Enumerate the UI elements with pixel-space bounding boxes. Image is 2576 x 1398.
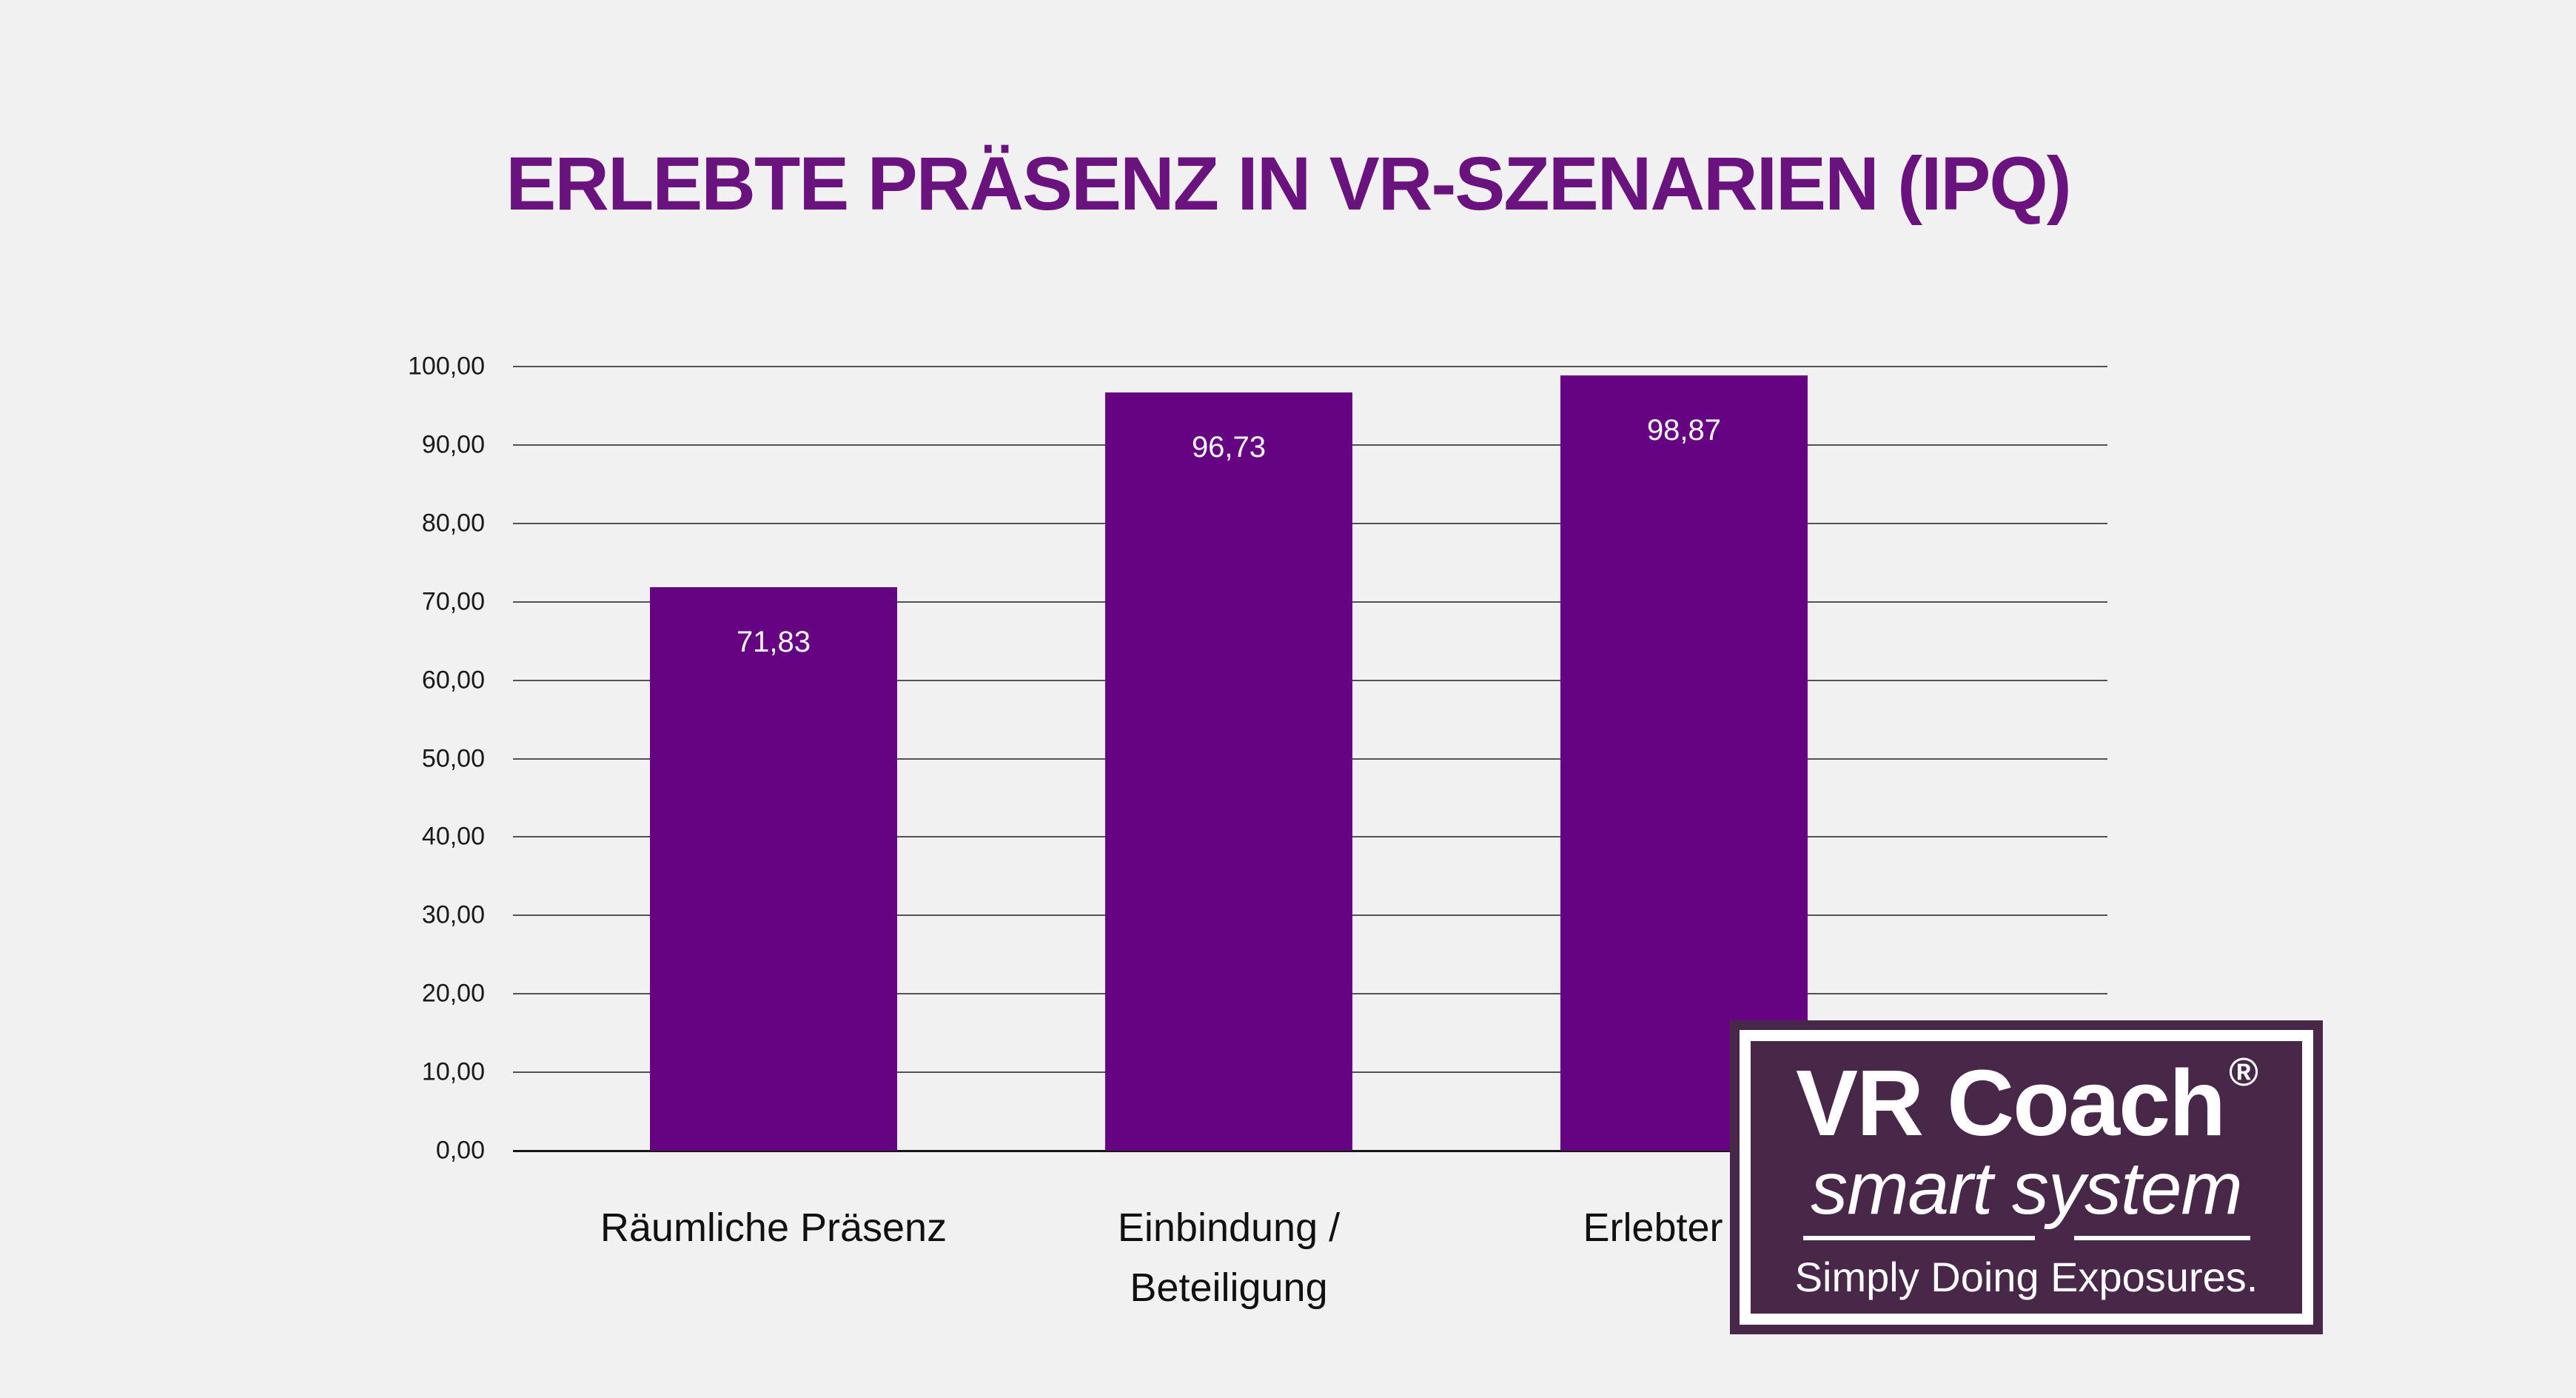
- y-axis-tick-label-10: 10,00: [421, 1057, 485, 1086]
- chart-title: ERLEBTE PRÄSENZ IN VR-SZENARIEN (IPQ): [506, 141, 2071, 226]
- logo-divider-gap: [2035, 1236, 2074, 1240]
- y-axis-tick-label-30: 30,00: [421, 900, 485, 929]
- registered-trademark-symbol: ®: [2229, 1050, 2258, 1094]
- y-axis-tick-label-20: 20,00: [421, 979, 485, 1008]
- logo-white-frame: VR Coach ® smart system Simply Doing Expo…: [1740, 1030, 2313, 1325]
- chart-bar-1: 71,83: [650, 587, 897, 1151]
- x-axis-label-2: Einbindung / Beteiligung: [1117, 1205, 1341, 1310]
- logo-brand-text: VR Coach: [1796, 1051, 2226, 1155]
- logo-divider-right-segment: [2073, 1236, 2250, 1240]
- vr-coach-logo: VR Coach ® smart system Simply Doing Expo…: [1730, 1020, 2323, 1334]
- y-axis-tick-label-80: 80,00: [421, 509, 485, 538]
- y-axis-tick-label-100: 100,00: [408, 352, 485, 381]
- y-axis-tick-label-50: 50,00: [421, 744, 485, 772]
- bar-value-label-1: 71,83: [736, 626, 811, 659]
- y-axis-tick-label-60: 60,00: [421, 666, 485, 695]
- y-axis-tick-label-40: 40,00: [421, 822, 485, 851]
- gridline-100: [513, 366, 2107, 367]
- logo-product-name: smart system: [1811, 1147, 2242, 1230]
- x-axis-baseline: [513, 1150, 2107, 1152]
- logo-tagline: Simply Doing Exposures.: [1794, 1254, 2258, 1300]
- y-axis-tick-label-90: 90,00: [421, 430, 485, 459]
- logo-brand: VR Coach ®: [1796, 1052, 2258, 1150]
- bar-chart-plot-area: 0,00 10,00 20,00 30,00 40,00 50,00 60,00 70,00 8…: [408, 352, 2107, 1165]
- x-axis-label-1: Räumliche Präsenz: [600, 1205, 947, 1250]
- logo-divider: [1802, 1236, 2250, 1240]
- chart-bar-2: 96,73: [1105, 392, 1352, 1151]
- bar-value-label-2: 96,73: [1191, 430, 1267, 464]
- bar-value-label-3: 98,87: [1646, 413, 1722, 447]
- logo-divider-left-segment: [1802, 1236, 2035, 1240]
- y-axis-tick-label-70: 70,00: [421, 587, 485, 616]
- y-axis-tick-label-0: 0,00: [435, 1136, 485, 1165]
